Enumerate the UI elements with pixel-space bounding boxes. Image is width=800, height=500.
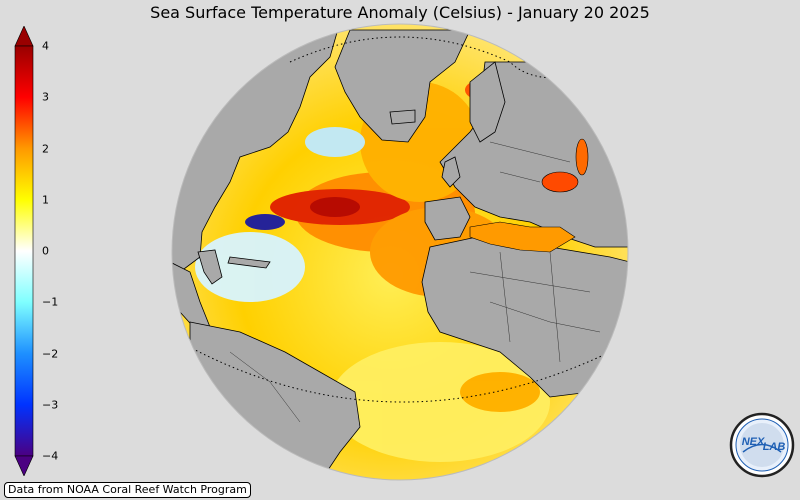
colorbar-extend-max [14, 26, 34, 47]
inland-sea-caspian [575, 138, 589, 176]
colorbar-extend-min [14, 455, 34, 476]
land-florida [197, 249, 223, 285]
colorbar-tick-label: 3 [42, 90, 49, 104]
anomaly-neutral-south [330, 342, 550, 462]
anomaly-cool-caribbean [195, 232, 305, 302]
map-title: Sea Surface Temperature Anomaly (Celsius… [150, 3, 650, 22]
land-iberia [424, 196, 471, 241]
land-cuba [227, 256, 271, 269]
land-scandinavia [469, 61, 506, 143]
mediterranean-sea [469, 221, 576, 253]
data-credit: Data from NOAA Coral Reef Watch Program [4, 482, 251, 498]
colorbar-tick-label: 4 [42, 39, 49, 53]
borders [229, 141, 601, 423]
land-iceland [389, 109, 416, 125]
land-uk [441, 156, 461, 188]
svg-text:LAB: LAB [763, 441, 786, 453]
nexlab-logo: NEX LAB [729, 412, 795, 478]
colorbar-tick-label: −3 [42, 398, 59, 412]
globe-map [171, 23, 629, 481]
colorbar-tick-label: 1 [42, 193, 49, 207]
colorbar-bar [14, 45, 34, 457]
inland-sea-black [541, 171, 579, 193]
anomaly-cool-gulf [245, 214, 285, 230]
anomaly-patches [195, 78, 550, 462]
anomaly-cool-labrador [305, 127, 365, 157]
colorbar-tick-label: −2 [42, 347, 59, 360]
colorbar-tick-label: −4 [42, 449, 59, 463]
colorbar-tick-label: −1 [42, 295, 59, 309]
land-greenland [334, 29, 471, 143]
anomaly-warm-south [460, 372, 540, 412]
colorbar-tick-label: 2 [42, 142, 49, 155]
land-africa [421, 231, 628, 398]
colorbar [14, 26, 34, 476]
colorbar-tick-label: 0 [42, 244, 49, 258]
anomaly-hot-spot-a [310, 197, 360, 217]
svg-text:NEX: NEX [742, 436, 765, 448]
tropic-line [179, 341, 628, 403]
globe-outline [171, 23, 629, 481]
